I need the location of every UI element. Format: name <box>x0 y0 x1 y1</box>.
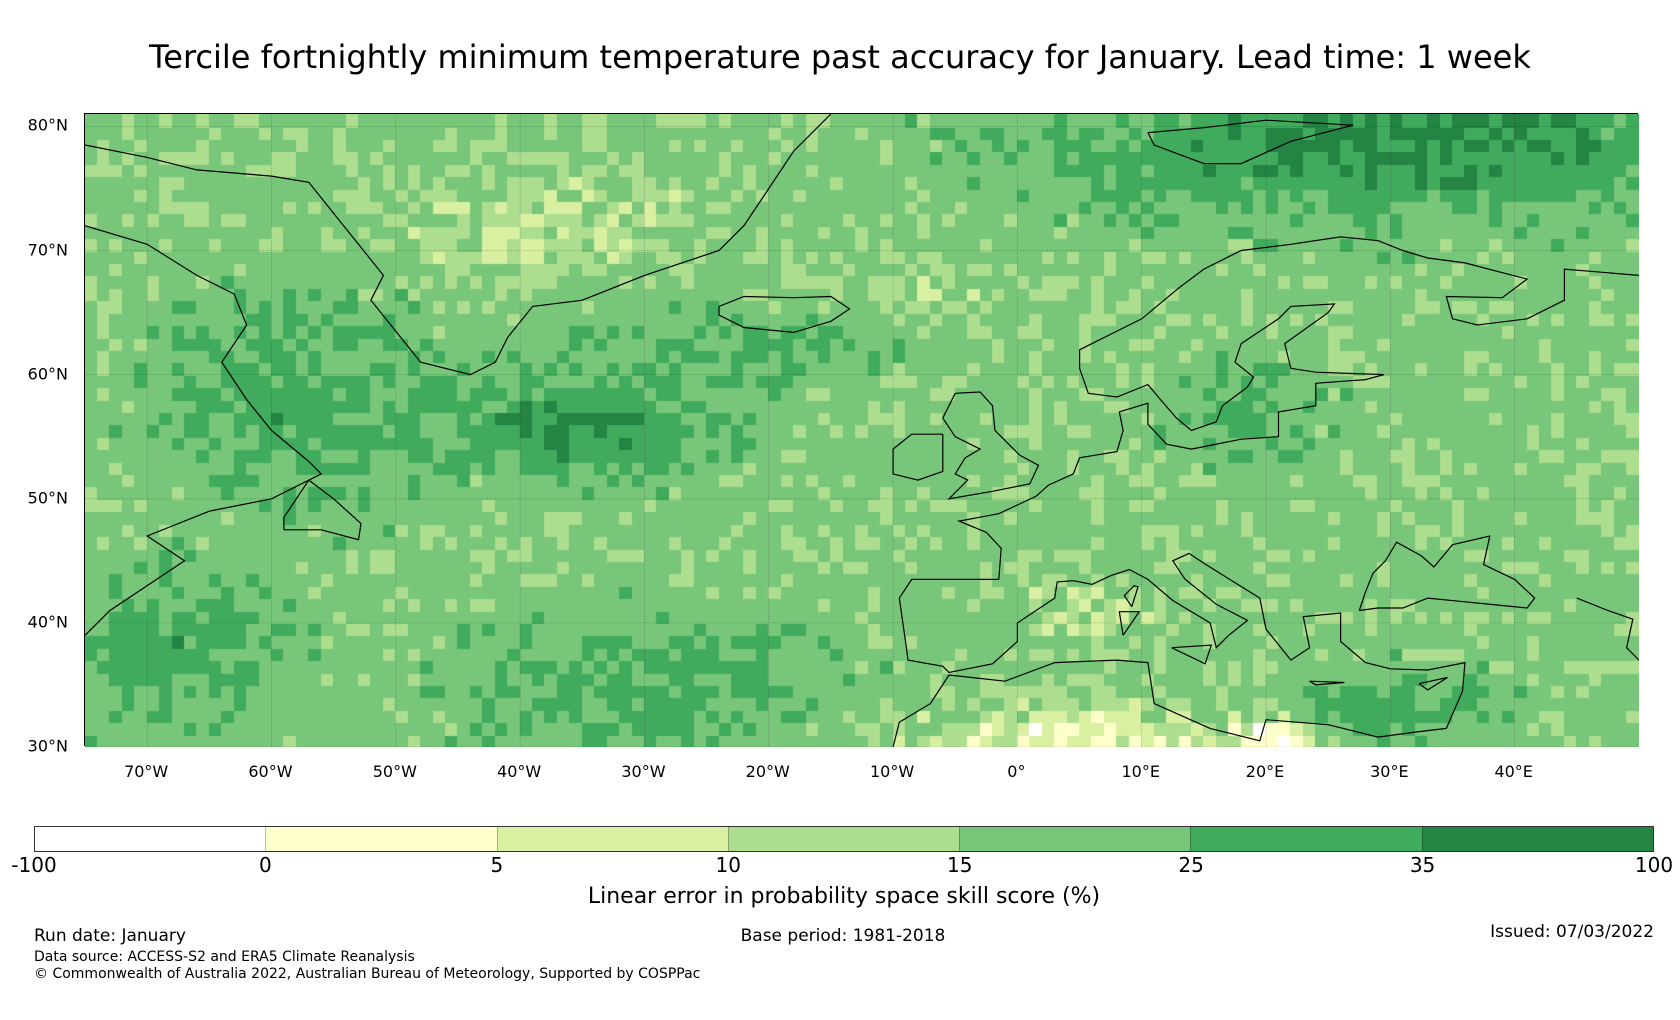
lon-label: 70°W <box>124 762 169 781</box>
colorbar-tick: 25 <box>1178 853 1204 877</box>
colorbar-tick: 5 <box>490 853 504 877</box>
lon-label: 50°W <box>372 762 417 781</box>
coastline <box>718 295 851 334</box>
lon-label: 40°W <box>497 762 542 781</box>
coastline <box>85 114 832 376</box>
lon-label: 40°E <box>1494 762 1533 781</box>
lon-label: 20°W <box>745 762 790 781</box>
coastline <box>942 391 1040 500</box>
coastline <box>956 236 1639 580</box>
lon-label: 60°W <box>248 762 293 781</box>
coastline <box>1309 680 1345 686</box>
colorbar-segment <box>35 827 266 851</box>
lat-label: 60°N <box>27 364 68 384</box>
lon-label: 30°W <box>621 762 666 781</box>
colorbar-segment <box>1190 827 1422 851</box>
data-source: Data source: ACCESS-S2 and ERA5 Climate … <box>34 949 415 965</box>
coastline <box>1358 535 1536 612</box>
lat-label: 50°N <box>27 488 68 508</box>
colorbar-segment <box>496 827 728 851</box>
lat-label: 70°N <box>27 240 68 260</box>
copyright: © Commonwealth of Australia 2022, Austra… <box>34 966 701 982</box>
coastline <box>892 433 944 481</box>
colorbar-label: Linear error in probability space skill … <box>587 884 1101 909</box>
coastline <box>85 225 323 636</box>
colorbar-tick: 0 <box>259 853 272 877</box>
colorbar-tick: 100 <box>1634 853 1674 877</box>
run-date: Run date: January <box>34 926 186 946</box>
lon-label: 20°E <box>1245 762 1285 781</box>
chart-title: Tercile fortnightly minimum temperature … <box>149 38 1531 76</box>
graticule <box>85 114 1639 747</box>
lat-label: 40°N <box>27 612 68 632</box>
colorbar-segment <box>959 827 1191 851</box>
colorbar-segment <box>727 827 960 851</box>
colorbar-tick: 35 <box>1409 853 1436 877</box>
lon-label: 10°W <box>869 762 915 781</box>
colorbar-tick: -100 <box>11 853 57 877</box>
coastline <box>1123 584 1139 608</box>
coastline <box>1418 676 1448 691</box>
skill-score-field <box>85 114 1639 747</box>
lon-label: 10°E <box>1121 762 1160 781</box>
skill-score-map <box>84 113 1639 747</box>
coastline <box>283 479 362 541</box>
lon-label: 30°E <box>1370 762 1409 781</box>
colorbar <box>34 826 1654 852</box>
lat-label: 80°N <box>27 115 68 135</box>
coastlines <box>85 114 1639 747</box>
colorbar-tick: 10 <box>715 853 742 877</box>
base-period: Base period: 1981-2018 <box>740 926 946 946</box>
coastline <box>1171 644 1213 665</box>
coastline <box>1118 611 1141 636</box>
coastline <box>1576 597 1639 661</box>
colorbar-tick: 15 <box>946 853 973 877</box>
lat-label: 30°N <box>27 736 68 756</box>
colorbar-segment <box>1421 827 1653 851</box>
coastline <box>892 552 1466 747</box>
colorbar-segment <box>265 827 497 851</box>
coastline <box>1147 119 1354 165</box>
lon-label: 0° <box>1007 762 1026 781</box>
issued-date: Issued: 07/03/2022 <box>1490 922 1654 942</box>
map-overlay <box>85 114 1639 747</box>
